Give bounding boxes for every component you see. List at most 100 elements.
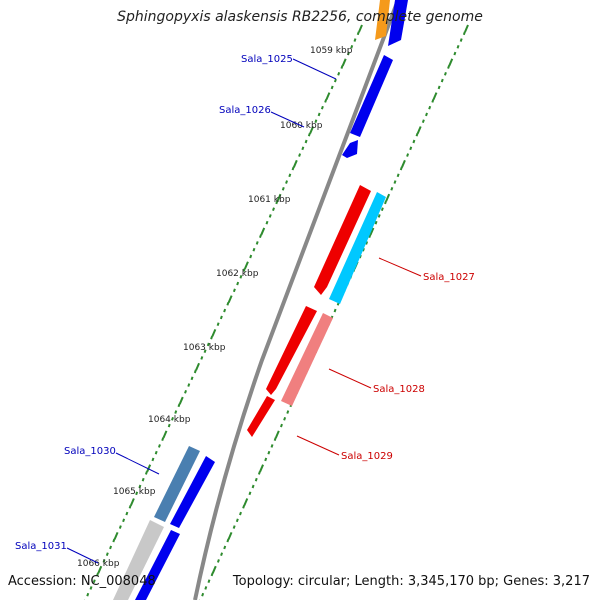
inner-tick-dot xyxy=(195,362,200,371)
outer-tick-dot xyxy=(267,450,271,455)
outer-tick-dot xyxy=(273,437,277,441)
gene-label: Sala_1025 xyxy=(241,54,293,65)
gene-arrow-sala1031 xyxy=(113,520,164,600)
inner-tick-dot xyxy=(178,396,184,405)
inner-tick-dot xyxy=(223,308,227,313)
outer-tick-dot xyxy=(242,504,246,509)
inner-tick-dot xyxy=(184,389,187,394)
inner-tick-dot xyxy=(86,592,90,597)
inner-tick-dot xyxy=(211,329,217,337)
genome-backbone xyxy=(193,0,400,600)
inner-tick-dot xyxy=(193,369,197,374)
outer-tick-dot xyxy=(216,559,220,563)
inner-tick-dot xyxy=(187,383,191,387)
inner-tick-dot xyxy=(219,315,223,320)
outer-tick-dot xyxy=(459,38,463,42)
outer-tick-dot xyxy=(416,126,422,134)
inner-tick-dot xyxy=(252,247,256,252)
outer-tick-dot xyxy=(204,586,208,590)
inner-tick-dot xyxy=(177,403,181,408)
inner-tick-dot xyxy=(92,579,96,584)
outer-tick-dot xyxy=(448,58,454,67)
gene-leader-line xyxy=(115,452,160,475)
tick-label: 1061 kbp xyxy=(248,195,291,205)
inner-tick-dot xyxy=(340,65,344,69)
outer-tick-dot xyxy=(201,592,205,597)
outer-tick-dot xyxy=(248,491,252,496)
outer-tick-dot xyxy=(440,78,444,83)
gene-arrow-sala1027 xyxy=(329,192,386,304)
inner-tick-dot xyxy=(337,72,341,76)
outer-tick-dot xyxy=(385,193,391,202)
outer-tick-dot xyxy=(456,44,460,49)
outer-tick-dot xyxy=(464,24,469,33)
inner-tick-dot xyxy=(259,234,262,239)
inner-tick-dot xyxy=(171,417,174,421)
inner-tick-dot xyxy=(275,200,279,205)
gene-arrow-blue xyxy=(388,0,408,46)
inner-tick-dot xyxy=(301,146,305,151)
inner-tick-dot xyxy=(291,166,295,171)
inner-tick-dot xyxy=(112,538,116,543)
outer-tick-dot xyxy=(396,173,400,178)
inner-tick-dot xyxy=(118,525,122,529)
outer-tick-dot xyxy=(223,545,227,550)
outer-tick-dot xyxy=(280,423,283,428)
outer-tick-dot xyxy=(257,471,261,475)
inner-tick-dot xyxy=(154,450,158,455)
inner-tick-dot xyxy=(314,119,318,124)
outer-tick-dot xyxy=(462,31,466,36)
outer-tick-dot xyxy=(399,166,403,171)
outer-tick-dot xyxy=(431,99,435,103)
inner-tick-dot xyxy=(358,24,363,33)
gene-label: Sala_1028 xyxy=(373,384,425,395)
topology-summary: Topology: circular; Length: 3,345,170 bp… xyxy=(232,574,590,589)
gene-features xyxy=(113,0,408,600)
inner-tick-dot xyxy=(244,261,249,270)
outer-tick-dot xyxy=(428,105,432,110)
outer-tick-dot xyxy=(415,132,419,137)
gene-leader-line xyxy=(378,257,422,277)
outer-tick-dot xyxy=(443,72,447,76)
outer-tick-dot xyxy=(412,139,416,144)
inner-tick-dot xyxy=(307,132,311,137)
gene-leader-line xyxy=(292,58,337,80)
inner-tick-dot xyxy=(268,214,272,218)
gene-arrow-sala1028-red xyxy=(266,306,317,395)
inner-tick-dot xyxy=(203,349,207,354)
outer-tick-dot xyxy=(283,417,287,421)
inner-tick-dot xyxy=(141,477,145,482)
outer-tick-dot xyxy=(235,518,239,523)
accession-text: Accession: NC_008048 xyxy=(8,574,156,589)
inner-tick-dot xyxy=(210,335,214,340)
outer-tick-dot xyxy=(409,146,413,151)
outer-tick-dot xyxy=(211,565,217,574)
outer-tick-dot xyxy=(384,200,387,205)
inner-tick-dot xyxy=(161,437,165,441)
tick-label: 1064 kbp xyxy=(148,415,191,425)
outer-tick-dot xyxy=(243,498,249,506)
inner-tick-dot xyxy=(347,51,350,56)
gene-arrow-sala1028 xyxy=(281,313,333,406)
inner-tick-dot xyxy=(236,281,240,286)
outer-tick-dot xyxy=(369,227,375,236)
inner-tick-dot xyxy=(146,464,152,473)
tick-label: 1063 kbp xyxy=(183,343,226,353)
inner-tick-dot xyxy=(167,423,171,428)
gene-arrow-sala1026 xyxy=(342,140,358,158)
outer-tick-dot xyxy=(362,247,365,252)
gene-label: Sala_1027 xyxy=(423,272,475,283)
outer-tick-dot xyxy=(368,234,372,239)
inner-tick-dot xyxy=(232,288,236,293)
inner-tick-dot xyxy=(309,126,315,134)
inner-tick-dot xyxy=(356,31,360,36)
outer-tick-dot xyxy=(377,214,381,218)
outer-tick-dot xyxy=(393,180,397,184)
inner-tick-dot xyxy=(190,376,194,381)
inner-tick-dot xyxy=(239,274,243,279)
inner-tick-dot xyxy=(341,58,347,67)
inner-tick-dot xyxy=(325,92,331,101)
inner-tick-dot xyxy=(255,241,259,245)
